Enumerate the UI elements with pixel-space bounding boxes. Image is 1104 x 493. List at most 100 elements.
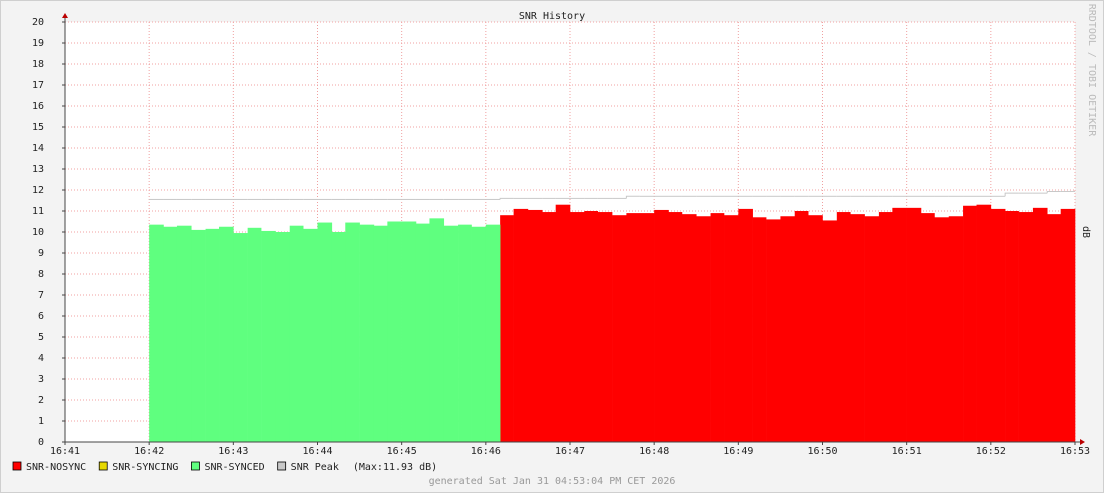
area-step [163, 226, 178, 442]
x-tick-label: 16:51 [892, 446, 922, 457]
marks [149, 190, 1076, 442]
y-tick-label: 17 [32, 80, 44, 91]
area-step [892, 207, 907, 442]
x-tick-label: 16:50 [807, 446, 837, 457]
area-step [458, 224, 472, 442]
y-tick-label: 6 [38, 311, 44, 322]
area-step [724, 215, 739, 442]
legend-label: SNR-NOSYNC [26, 462, 86, 473]
y-tick-label: 0 [38, 437, 44, 448]
area-step [387, 221, 402, 442]
area-step [373, 225, 388, 442]
x-tick-label: 16:42 [134, 446, 164, 457]
area-step [205, 228, 220, 442]
area-step [429, 218, 445, 442]
y-tick-label: 19 [32, 38, 44, 49]
axes [62, 13, 1085, 445]
area-step [555, 204, 571, 442]
area-step [864, 216, 880, 442]
area-step [794, 211, 809, 442]
y-tick-label: 5 [38, 332, 44, 343]
x-tick-label: 16:43 [218, 446, 248, 457]
watermark: RRDTOOL / TOBI OETIKER [1086, 4, 1097, 137]
area-step [471, 226, 487, 442]
area-step [920, 213, 935, 442]
area-step [963, 205, 977, 442]
y-axis-label: dB [1080, 226, 1091, 238]
area-step [275, 232, 291, 442]
area-step [401, 221, 417, 442]
legend-label: SNR-SYNCED [204, 462, 264, 473]
area-step [934, 217, 950, 442]
legend-swatch [12, 461, 22, 471]
area-step [261, 230, 276, 442]
area-step [976, 204, 992, 442]
area-step [1018, 212, 1034, 442]
area-step [219, 226, 234, 442]
y-tick-label: 16 [32, 101, 44, 112]
area-step [822, 220, 838, 442]
y-tick-label: 1 [38, 416, 44, 427]
y-axis-arrow [62, 13, 68, 18]
area-step [808, 215, 823, 442]
area-step [513, 208, 529, 442]
area-step [345, 222, 360, 442]
area-step [906, 207, 922, 442]
area-step [303, 228, 318, 442]
legend: SNR-NOSYNC SNR-SYNCING SNR-SYNCED SNR Peak (… [12, 461, 437, 473]
y-tick-label: 13 [32, 164, 44, 175]
y-tick-label: 8 [38, 269, 44, 280]
legend-swatch [191, 461, 200, 471]
y-tick-label: 18 [32, 59, 44, 70]
area-step [359, 224, 375, 442]
area-step [597, 212, 613, 442]
area-step [584, 211, 599, 442]
area-step [990, 208, 1006, 442]
y-tick-label: 12 [32, 185, 44, 196]
y-tick-label: 2 [38, 395, 44, 406]
area-step [317, 222, 333, 442]
area-step [836, 212, 851, 442]
area-step [570, 212, 585, 442]
y-tick-label: 3 [38, 374, 44, 385]
x-tick-label: 16:44 [302, 446, 332, 457]
area-step [485, 224, 501, 442]
peak-step [625, 195, 640, 199]
area-step [149, 224, 164, 442]
y-tick-label: 7 [38, 290, 44, 301]
area-step [542, 212, 556, 442]
y-tick-label: 20 [32, 17, 44, 28]
area-step [681, 214, 697, 442]
x-tick-label: 16:48 [639, 446, 669, 457]
area-step [1047, 214, 1061, 442]
chart-title: SNR History [519, 11, 585, 22]
area-step [527, 209, 543, 442]
area-step [1032, 207, 1048, 442]
x-tick-label: 16:46 [471, 446, 501, 457]
area-step [247, 227, 262, 442]
x-tick-label: 16:41 [50, 446, 80, 457]
y-tick-label: 14 [32, 143, 44, 154]
y-tick-label: 9 [38, 248, 44, 259]
area-step [639, 213, 655, 442]
area-step [331, 232, 346, 442]
area-step [233, 233, 248, 442]
peak-step [1046, 190, 1061, 194]
area-step [500, 215, 514, 442]
area-step [191, 229, 206, 442]
legend-swatch [277, 461, 287, 471]
area-step [738, 208, 753, 442]
y-tick-label: 10 [32, 227, 44, 238]
area-step [752, 217, 767, 442]
x-tick-label: 16:53 [1060, 446, 1090, 457]
peak-step [499, 197, 514, 200]
peak-step [1004, 192, 1019, 197]
area-step [626, 213, 641, 442]
area-step [780, 216, 796, 442]
area-step [612, 215, 627, 442]
y-tick-label: 11 [32, 206, 44, 217]
legend-note: (Max:11.93 dB) [353, 462, 437, 473]
x-tick-label: 16:45 [387, 446, 417, 457]
area-step [415, 223, 430, 442]
